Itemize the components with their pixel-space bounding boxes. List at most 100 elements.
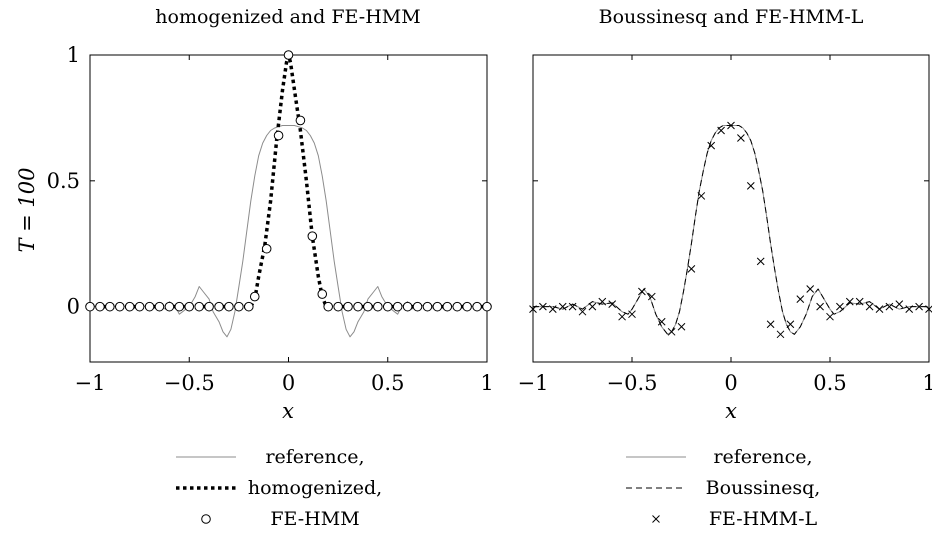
left-marker-fe-hmm [234,301,244,312]
right-series-boussinesq [533,125,929,335]
left-marker-fe-hmm [412,301,423,312]
cross-stroke [786,320,795,329]
cross-stroke [766,320,775,329]
right-marker-fe-hmm-l [786,320,795,329]
right-marker-fe-hmm-l [647,292,656,301]
left-marker-fe-hmm [353,301,363,312]
right-marker-fe-hmm-l [905,305,914,314]
left-marker-fe-hmm [105,301,115,312]
cross-stroke [727,121,735,130]
right-marker-fe-hmm-l [588,302,597,311]
cross-stroke [647,292,656,301]
legend-label-boussinesq: Boussinesq, [706,477,821,499]
right-marker-fe-hmm-l [875,305,884,314]
left-marker-fe-hmm [307,231,318,241]
left-marker-fe-hmm [204,301,214,312]
left-marker-fe-hmm [95,301,105,312]
right-marker-fe-hmm-l [598,297,607,306]
right-marker-fe-hmm-l [628,310,636,319]
cross-stroke [737,134,745,142]
cross-stroke [746,181,755,190]
cross-stroke [558,302,567,311]
cross-stroke [677,322,686,331]
cross-stroke [588,302,597,311]
left-marker-fe-hmm [402,301,413,312]
cross-stroke [826,312,834,321]
right-marker-fe-hmm-l [806,285,815,293]
right-marker-fe-hmm-l [766,320,775,329]
right-chart-title: Boussinesq and FE-HMM-L [599,6,864,28]
left-chart-title: homogenized and FE-HMM [155,6,420,28]
left-x-tick-label: −1 [75,371,106,395]
right-marker-fe-hmm-l [925,305,932,314]
left-panel: homogenized and FE-HMM x T = 100 −1 −0.5 0… [15,6,494,423]
right-marker-fe-hmm-l [915,302,923,311]
right-x-tick-label: −0.5 [607,371,658,395]
left-x-tick-label: 0.5 [371,371,404,395]
right-marker-fe-hmm-l [826,312,834,321]
right-marker-fe-hmm-l [697,192,706,200]
right-marker-fe-hmm-l [638,287,646,296]
cross-stroke [845,297,854,306]
left-marker-fe-hmm [249,291,260,302]
left-plot-frame [89,54,488,363]
legend-label-fe-hmm: FE-HMM [270,508,359,530]
legend-label-reference: reference, [265,446,364,468]
right-marker-fe-hmm-l [578,307,587,316]
left-y-tick-label: 1 [67,43,80,67]
left-marker-fe-hmm [124,301,135,312]
left-marker-fe-hmm [462,301,472,312]
left-marker-fe-hmm [224,301,234,312]
cross-stroke [539,302,547,311]
right-marker-fe-hmm-l [845,297,854,306]
left-marker-fe-hmm [392,301,403,312]
left-marker-fe-hmm [363,301,373,312]
cross-stroke [905,305,914,314]
left-series-reference [90,125,487,338]
cross-stroke [925,305,932,314]
cross-stroke [687,265,696,273]
right-series [529,121,932,339]
right-legend: reference, Boussinesq, FE-HMM-L [626,446,820,530]
right-x-tick-label: −1 [518,371,549,395]
cross-stroke [806,285,815,293]
left-series [85,50,492,338]
right-marker-fe-hmm-l [558,302,567,311]
legend-marker-fe-hmm [201,514,211,524]
left-ticks: −1 −0.5 0 0.5 1 0 0.5 1 [47,43,494,395]
cross-stroke [915,302,923,311]
right-marker-fe-hmm-l [865,302,874,311]
left-x-tick-label: 0 [282,371,295,395]
cross-stroke [707,141,716,150]
left-y-axis-label: T = 100 [15,167,39,252]
left-y-tick-label: 0.5 [47,169,80,193]
left-legend: reference, homogenized, FE-HMM [176,446,382,530]
right-marker-fe-hmm-l [608,300,617,308]
left-series-homogenized [90,53,487,309]
left-marker-fe-hmm [422,301,433,312]
cross-stroke [796,295,805,303]
left-marker-fe-hmm [295,115,306,126]
left-marker-fe-hmm [482,301,492,312]
right-marker-fe-hmm-l [836,302,844,311]
left-marker-fe-hmm [317,289,328,299]
cross-stroke [865,302,874,311]
legend-label-homogenized: homogenized, [248,477,382,499]
left-marker-fe-hmm [442,301,453,312]
left-marker-fe-hmm [214,301,224,312]
cross-stroke [855,297,864,306]
left-marker-fe-hmm [333,301,343,312]
cross-stroke [578,307,587,316]
left-x-tick-label: 1 [480,371,493,395]
right-marker-fe-hmm-l [717,126,725,135]
right-panel: Boussinesq and FE-HMM-L x −1 −0.5 0 0.5 1 [518,6,932,423]
right-x-tick-label: 0.5 [813,371,846,395]
legend-marker-fe-hmm-l [652,515,660,523]
right-x-tick-label: 0 [724,371,737,395]
right-marker-fe-hmm-l [539,302,547,311]
right-marker-fe-hmm-l [568,302,577,311]
cross-stroke [608,300,617,308]
cross-stroke [529,305,537,314]
right-marker-fe-hmm-l [707,141,716,150]
right-marker-fe-hmm-l [855,297,864,306]
